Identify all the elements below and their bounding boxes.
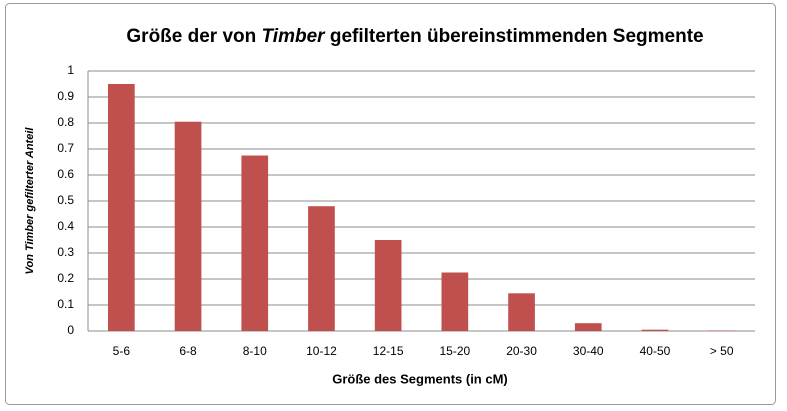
x-axis-label: Größe des Segments (in cM) (332, 371, 508, 386)
y-tick-label: 0.8 (57, 115, 74, 129)
x-tick-label: 40-50 (640, 344, 671, 358)
x-tick-label: 6-8 (179, 344, 197, 358)
y-tick-label: 0.7 (57, 141, 74, 155)
x-tick-label: 20-30 (506, 344, 537, 358)
y-tick-label: 0 (67, 323, 74, 337)
x-tick-label: 8-10 (243, 344, 267, 358)
x-tick-label: 5-6 (113, 344, 131, 358)
y-tick-label: 0.2 (57, 271, 74, 285)
x-tick-label: 30-40 (573, 344, 604, 358)
title-part: Timber (262, 26, 327, 47)
bar (108, 84, 135, 331)
bar (241, 155, 269, 331)
x-tick-label: > 50 (710, 344, 734, 358)
bar (174, 121, 202, 331)
bar (441, 272, 469, 331)
title-part: gefilterten übereinstimmenden Segmente (325, 26, 704, 47)
chart-title: Größe der von Timber gefilterten überein… (126, 26, 703, 47)
y-tick-label: 0.5 (57, 193, 74, 207)
x-tick-label: 10-12 (306, 344, 337, 358)
bar (308, 206, 335, 331)
x-tick-label: 12-15 (373, 344, 404, 358)
bar (574, 323, 602, 331)
y-tick-label: 0.6 (57, 167, 74, 181)
y-tick-label: 0.1 (57, 297, 74, 311)
y-tick-label: 0.4 (57, 219, 74, 233)
bar (508, 293, 535, 331)
y-axis-label: Von Timber gefilterter Anteil (24, 127, 36, 275)
bar (708, 330, 735, 331)
y-tick-label: 0.9 (57, 89, 74, 103)
bar (374, 240, 402, 331)
y-tick-label: 0.3 (57, 245, 74, 259)
y-tick-label: 1 (67, 63, 74, 77)
x-tick-label: 15-20 (439, 344, 470, 358)
bar (641, 329, 669, 331)
title-part: Größe der von (126, 26, 261, 47)
